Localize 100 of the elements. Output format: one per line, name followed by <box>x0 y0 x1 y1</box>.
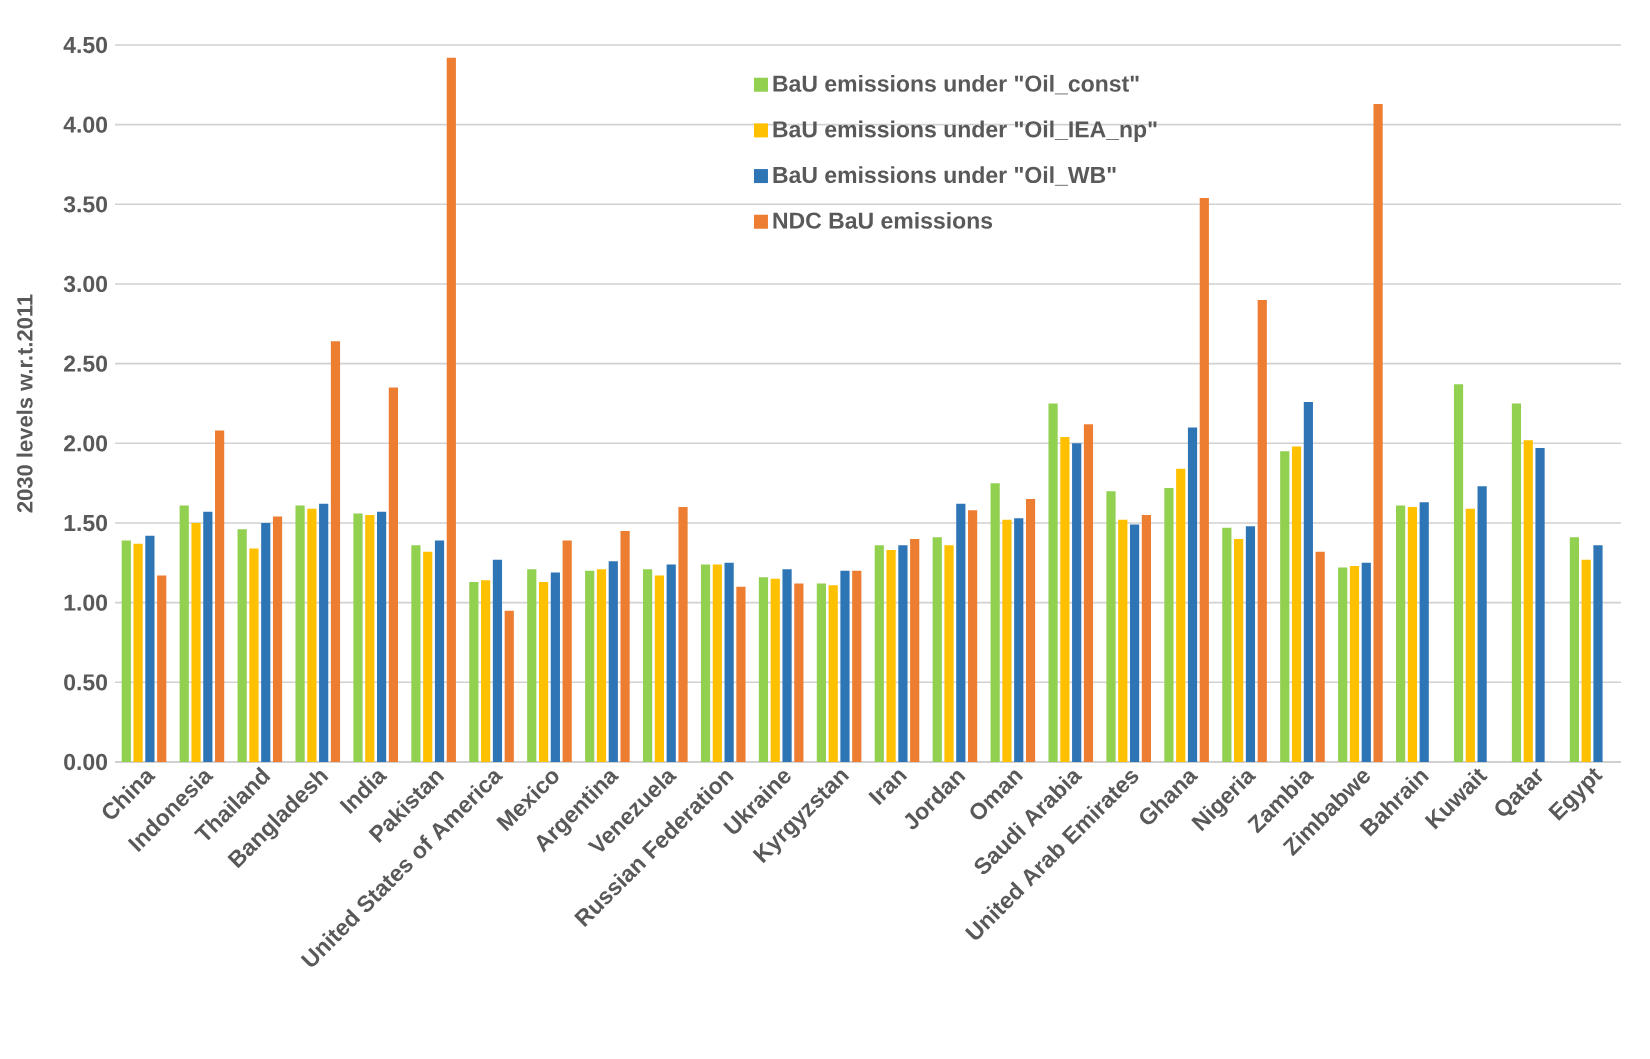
x-tick-label: Iran <box>868 770 908 806</box>
bar <box>261 522 271 762</box>
bar <box>1060 436 1070 762</box>
bar <box>1407 507 1418 762</box>
y-tick-label: 2.50 <box>64 355 108 372</box>
y-tick-label: 0.00 <box>64 753 108 771</box>
bar <box>852 570 862 762</box>
bar <box>1234 538 1244 762</box>
bar <box>910 538 920 762</box>
bar <box>307 508 317 762</box>
bar <box>434 540 445 762</box>
legend-label: NDC BaU emissions <box>773 211 993 229</box>
bar <box>1118 519 1128 762</box>
bar <box>932 537 942 762</box>
bar <box>816 583 826 762</box>
bar <box>1280 451 1290 762</box>
bar <box>446 57 456 762</box>
y-tick-label: 2.00 <box>64 435 108 452</box>
bar <box>1222 527 1232 762</box>
legend-label: BaU emissions under "Oil_IEA_np" <box>773 120 1157 142</box>
bar <box>1257 299 1267 762</box>
bar <box>666 564 676 762</box>
bar <box>712 564 722 762</box>
bar <box>1535 448 1545 762</box>
bar <box>990 483 1000 762</box>
bar <box>1106 491 1116 762</box>
bar <box>782 569 792 762</box>
bar <box>898 545 908 762</box>
bar <box>237 529 247 762</box>
bar <box>1349 566 1360 762</box>
bar <box>944 545 954 762</box>
bar <box>1002 519 1012 762</box>
bar <box>215 430 225 762</box>
bar <box>1477 486 1487 762</box>
y-tick-label: 1.50 <box>64 514 108 532</box>
bar <box>596 569 607 762</box>
bar <box>133 543 143 762</box>
y-tick-label: 0.50 <box>64 674 108 691</box>
bar <box>1072 443 1082 762</box>
bar <box>1199 197 1209 762</box>
bar <box>654 575 665 762</box>
bar <box>1396 505 1406 762</box>
bar <box>365 515 375 762</box>
bar <box>388 387 398 762</box>
bar <box>585 570 595 762</box>
y-tick-label: 4.50 <box>63 36 108 54</box>
bar <box>1176 468 1186 762</box>
bar <box>423 551 433 762</box>
bar <box>272 516 283 762</box>
bar <box>620 530 630 762</box>
bar <box>1083 424 1094 762</box>
bar <box>504 610 514 762</box>
bar <box>874 545 884 762</box>
bar <box>481 580 491 762</box>
bar <box>492 559 503 762</box>
bar <box>1164 487 1174 762</box>
bar <box>1453 384 1464 762</box>
bar <box>145 535 155 762</box>
y-tick-label: 4.00 <box>63 116 108 133</box>
bar <box>1338 567 1348 762</box>
bar <box>758 577 769 762</box>
bar <box>1130 524 1140 762</box>
bar <box>469 581 479 762</box>
bar <box>353 513 363 762</box>
bar <box>377 511 387 762</box>
bar <box>249 548 259 762</box>
bar <box>527 569 537 762</box>
bar <box>1025 499 1036 762</box>
bar <box>1245 526 1256 762</box>
bar <box>840 570 850 762</box>
bar <box>1141 515 1151 762</box>
bar <box>736 586 746 762</box>
bar <box>121 540 131 762</box>
bar <box>295 505 305 762</box>
bar <box>1014 518 1024 762</box>
bar <box>1419 502 1429 762</box>
bar <box>179 505 189 762</box>
bar <box>319 503 329 762</box>
bar <box>538 581 549 762</box>
bar <box>1373 103 1383 762</box>
legend-label: BaU emissions under "Oil_WB" <box>773 166 1116 186</box>
bar <box>770 578 780 762</box>
y-axis-title: 2030 levels w.r.t.2011 <box>16 294 33 513</box>
bar <box>203 511 213 762</box>
bar <box>1291 446 1302 762</box>
bar <box>1523 440 1533 762</box>
bar <box>1465 508 1475 762</box>
bar <box>1511 403 1522 762</box>
bar <box>550 572 560 762</box>
bar <box>794 583 804 762</box>
bar <box>968 510 978 762</box>
legend-label: BaU emissions under "Oil_const" <box>773 74 1139 95</box>
bar <box>157 575 167 762</box>
bar <box>956 503 966 762</box>
bar <box>1315 551 1325 762</box>
bar <box>411 545 421 762</box>
bar <box>330 341 341 762</box>
bar <box>1187 427 1198 762</box>
bar <box>1048 403 1058 762</box>
bar <box>191 522 201 762</box>
